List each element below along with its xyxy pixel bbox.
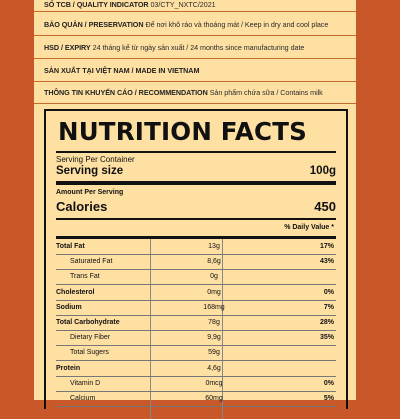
nutrient-name: Calcium [70,395,96,402]
info-label: HSD / EXPIRY [44,43,91,52]
nutrient-amount: 0g [210,273,218,281]
serving-per-container-label: Serving Per Container [56,155,135,164]
nutrient-row: Vitamin D 0mcg 0% [56,377,336,392]
thick-rule [56,236,336,239]
row-divider [56,314,336,316]
nutrient-row: Protein 4,6g [56,362,336,377]
nutrient-row: Sodium 168mg 7% [56,301,336,316]
divider [34,81,356,82]
serving-size-value: 100g [309,165,336,177]
row-divider [56,360,336,362]
nutrient-name: Vitamin D [70,379,101,387]
medium-rule [56,218,336,220]
row-divider [56,254,336,255]
nutrient-row: Cholesterol 0mg 0% [56,286,336,301]
daily-value-header: % Daily Value * [284,224,334,231]
column-separator [150,239,151,419]
divider [34,11,356,12]
info-row-preservation: BẢO QUẢN / PRESERVATION Để nơi khô ráo v… [44,20,356,29]
row-divider [56,269,336,271]
info-row-recommendation: THÔNG TIN KHUYẾN CÁO / RECOMMENDATION Sả… [44,88,356,97]
amount-per-serving-label: Amount Per Serving [56,189,124,196]
nutrient-row: Total Carbohydrate 78g 28% [56,316,336,331]
info-value: Sản phẩm chứa sữa / Contains milk [209,88,323,97]
thick-rule [56,181,336,185]
info-label: BẢO QUẢN / PRESERVATION [44,20,144,29]
calories-value: 450 [314,199,336,214]
info-label: SẢN XUẤT TẠI VIỆT NAM / MADE IN VIETNAM [44,66,200,75]
row-divider [56,345,336,347]
nutrient-amount: 8,6g [207,258,221,266]
nutrient-name: Total Carbohydrate [56,319,120,326]
serving-size-label: Serving size [56,165,124,177]
nutrient-name: Dietary Fiber [70,334,111,342]
nutrient-name: Cholesterol [56,288,95,296]
info-label: THÔNG TIN KHUYẾN CÁO / RECOMMENDATION [44,88,208,97]
column-separator [222,239,223,419]
info-row-expiry: HSD / EXPIRY 24 tháng kể từ ngày sản xuấ… [44,43,356,52]
calories-label: Calories [56,199,108,214]
nutrient-amount: 60mg [205,395,223,402]
nutrient-daily-value: 0% [323,379,334,387]
row-divider [56,299,336,301]
nutrient-row: Total Fat 13g 17% [56,240,336,255]
nutrient-amount: 4,6g [207,364,221,372]
package-label [34,0,356,400]
nutrient-row: Saturated Fat 8,6g 43% [56,255,336,271]
nutrient-daily-value: 17% [319,243,334,250]
nutrient-amount: 59g [208,349,220,357]
nutrient-daily-value: 5% [323,395,334,402]
nutrition-facts-panel: NUTRITION FACTS Serving Per Container Se… [44,109,348,419]
nutrient-daily-value: 35% [319,334,334,342]
nutrient-daily-value: 43% [319,258,334,266]
nutrient-amount: 168mg [203,303,225,311]
nutrient-amount: 0mg [207,288,221,296]
nutrient-daily-value: 7% [323,303,334,311]
nutrient-daily-value: 28% [319,319,334,326]
info-row-origin: SẢN XUẤT TẠI VIỆT NAM / MADE IN VIETNAM [44,66,356,75]
divider [34,103,356,104]
info-value: Để nơi khô ráo và thoáng mát / Keep in d… [145,20,329,29]
nutrient-daily-value: 0% [323,288,334,296]
nutrient-amount: 9,9g [207,334,221,342]
nutrient-row: Dietary Fiber 9,9g 35% [56,331,336,347]
nutrient-name: Protein [56,364,81,372]
divider [34,35,356,36]
nutrient-name: Total Sugers [70,349,109,357]
nutrient-amount: 78g [208,319,220,326]
info-row-quality: SỐ TCB / QUALITY INDICATOR 03/CTY_NXTC/2… [44,0,356,9]
row-divider [56,406,336,407]
nutrient-name: Sodium [56,303,82,311]
nutrient-name: Saturated Fat [70,258,113,266]
info-value: 24 tháng kể từ ngày sản xuất / 24 months… [92,43,305,52]
nutrient-row: Total Sugers 59g [56,346,336,362]
row-divider [56,284,336,286]
nutrient-amount: 13g [208,243,220,250]
row-divider [56,330,336,331]
nutrient-amount: 0mcg [205,379,223,387]
nutrient-name: Trans Fat [70,273,100,281]
nutrition-facts-title: NUTRITION FACTS [58,117,307,146]
nutrient-name: Total Fat [56,243,85,250]
nutrient-row: Trans Fat 0g [56,270,336,286]
divider [34,58,356,59]
row-divider [56,375,336,377]
row-divider [56,390,336,392]
info-label: SỐ TCB / QUALITY INDICATOR [44,0,149,9]
info-value: 03/CTY_NXTC/2021 [150,0,216,9]
thick-rule [56,151,336,153]
